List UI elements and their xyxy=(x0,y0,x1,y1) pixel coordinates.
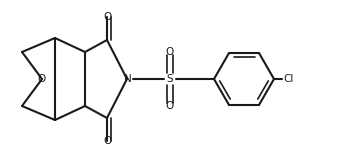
Text: O: O xyxy=(103,136,111,146)
Text: O: O xyxy=(103,12,111,22)
Text: O: O xyxy=(166,101,174,111)
Text: Cl: Cl xyxy=(283,74,293,84)
Text: S: S xyxy=(167,74,173,84)
Text: N: N xyxy=(124,74,132,84)
Text: O: O xyxy=(166,47,174,57)
Text: O: O xyxy=(38,74,46,84)
